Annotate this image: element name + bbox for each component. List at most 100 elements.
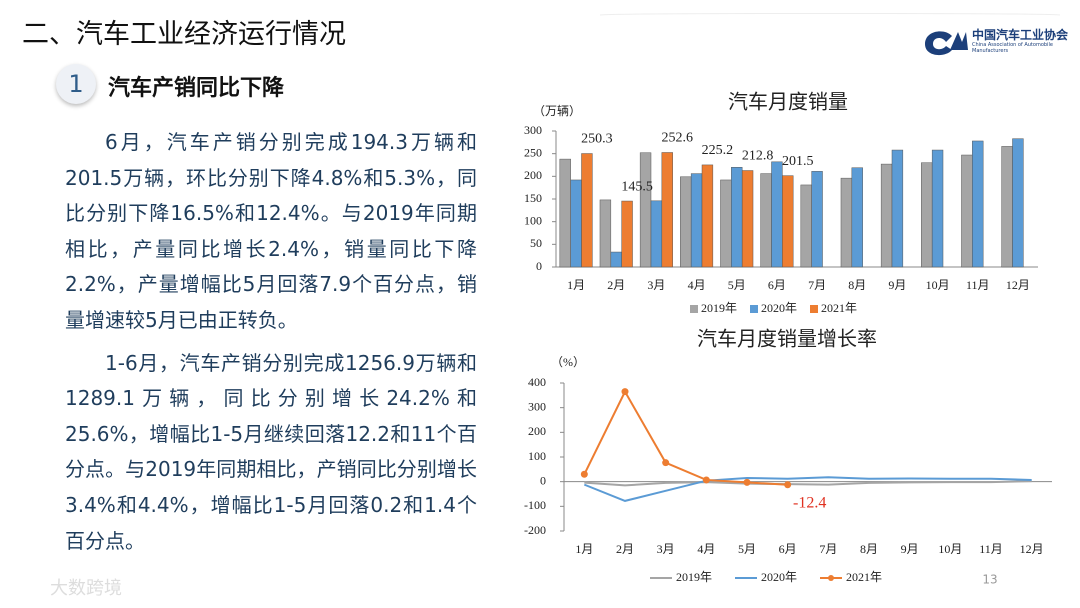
data-label: 212.8 <box>742 149 774 164</box>
y-tick-label: 250 <box>524 145 542 159</box>
bar <box>720 179 732 268</box>
y-tick-label: -100 <box>524 498 546 512</box>
legend-label: 2019年 <box>701 301 737 315</box>
marker <box>580 470 588 478</box>
x-tick-label: 3月 <box>657 542 675 556</box>
bar <box>599 199 612 268</box>
slide-title: 二、汽车工业经济运行情况 <box>22 19 346 50</box>
line <box>583 389 788 486</box>
y-tick-label: 400 <box>528 375 546 389</box>
data-label: 252.6 <box>662 131 694 146</box>
x-tick-label: 8月 <box>860 542 878 556</box>
x-tick-label: 4月 <box>697 542 715 556</box>
line <box>583 476 1032 502</box>
chart-title: 汽车月度销量 <box>728 90 848 114</box>
x-tick-label: 3月 <box>647 278 665 292</box>
data-label: -12.4 <box>793 494 826 511</box>
axis-label: （万辆） <box>533 104 581 118</box>
bar <box>1012 138 1024 268</box>
bar <box>559 158 571 268</box>
x-tick-label: 9月 <box>888 278 906 292</box>
bar <box>621 200 633 268</box>
x-tick-label: 11月 <box>979 542 1003 556</box>
bar <box>680 176 692 268</box>
x-tick-label: 7月 <box>819 542 837 556</box>
bar <box>610 251 622 268</box>
y-tick-label: 300 <box>524 123 542 137</box>
bar <box>650 200 663 268</box>
bar <box>961 154 973 268</box>
y-tick-label: 100 <box>528 449 546 463</box>
paragraph: 1-6月，汽车产销分别完成1256.9万辆和1289.1万辆，同比分别增长24.… <box>65 350 477 553</box>
body-text: 6月，汽车产销分别完成194.3万辆和201.5万辆，环比分别下降4.8%和5.… <box>65 125 477 566</box>
bar <box>570 179 582 268</box>
bar <box>851 167 863 268</box>
x-tick-label: 12月 <box>1020 542 1044 556</box>
y-tick-label: 100 <box>524 213 542 227</box>
x-tick-label: 6月 <box>768 278 786 292</box>
bar <box>581 153 593 268</box>
x-tick-label: 1月 <box>575 542 593 556</box>
logo-name: 中国汽车工业协会 <box>972 28 1069 42</box>
x-tick-label: 10月 <box>938 542 962 556</box>
bar <box>921 162 933 268</box>
bar <box>731 167 743 268</box>
bar <box>880 163 893 268</box>
bar <box>701 164 714 268</box>
legend-label: 2019年 <box>676 570 712 584</box>
bar <box>639 152 652 268</box>
y-tick-label: 200 <box>524 168 542 182</box>
data-label: 250.3 <box>581 132 613 147</box>
marker <box>743 478 751 486</box>
marker <box>784 481 792 489</box>
y-tick-label: -200 <box>524 523 546 537</box>
bar <box>800 184 812 268</box>
bar <box>840 177 853 268</box>
bar <box>760 173 772 268</box>
x-tick-label: 1月 <box>567 278 585 292</box>
x-tick-label: 2月 <box>607 278 625 292</box>
bar <box>782 175 794 268</box>
logo-subtitle: China Association of Automobile Manufact… <box>972 42 1053 54</box>
x-tick-label: 6月 <box>779 542 797 556</box>
x-tick-label: 4月 <box>688 278 706 292</box>
bar <box>771 161 783 268</box>
legend-label: 2020年 <box>761 301 797 315</box>
legend-marker <box>828 575 834 581</box>
logo <box>925 31 968 56</box>
bar <box>931 149 944 268</box>
marker <box>621 388 629 396</box>
x-tick-label: 2月 <box>616 542 634 556</box>
legend-swatch <box>750 305 758 313</box>
bar <box>972 140 984 268</box>
bar <box>891 149 904 268</box>
x-tick-label: 9月 <box>901 542 919 556</box>
marker <box>662 459 670 467</box>
chart-title: 汽车月度销量增长率 <box>697 327 877 351</box>
line <box>584 480 1032 487</box>
y-tick-label: 0 <box>540 473 546 487</box>
data-label: 225.2 <box>702 143 734 158</box>
y-tick-label: 200 <box>528 424 546 438</box>
watermark: 大数跨境 <box>50 578 122 599</box>
y-tick-label: 50 <box>530 236 542 250</box>
axis-label: （%） <box>551 355 585 369</box>
bar <box>661 152 673 268</box>
marker <box>702 476 710 484</box>
x-tick-label: 8月 <box>848 278 866 292</box>
x-tick-label: 5月 <box>728 278 746 292</box>
paragraph: 6月，汽车产销分别完成194.3万辆和201.5万辆，环比分别下降4.8%和5.… <box>65 130 477 332</box>
x-tick-label: 10月 <box>926 278 950 292</box>
y-tick-label: 0 <box>536 259 542 273</box>
legend-label: 2021年 <box>821 301 857 315</box>
bar <box>811 171 823 268</box>
section-number: 1 <box>56 64 96 104</box>
x-tick-label: 11月 <box>966 278 990 292</box>
x-tick-label: 5月 <box>738 542 756 556</box>
divider <box>599 13 1061 16</box>
data-label: 201.5 <box>782 154 814 169</box>
legend-label: 2021年 <box>846 570 882 584</box>
x-tick-label: 7月 <box>808 278 826 292</box>
